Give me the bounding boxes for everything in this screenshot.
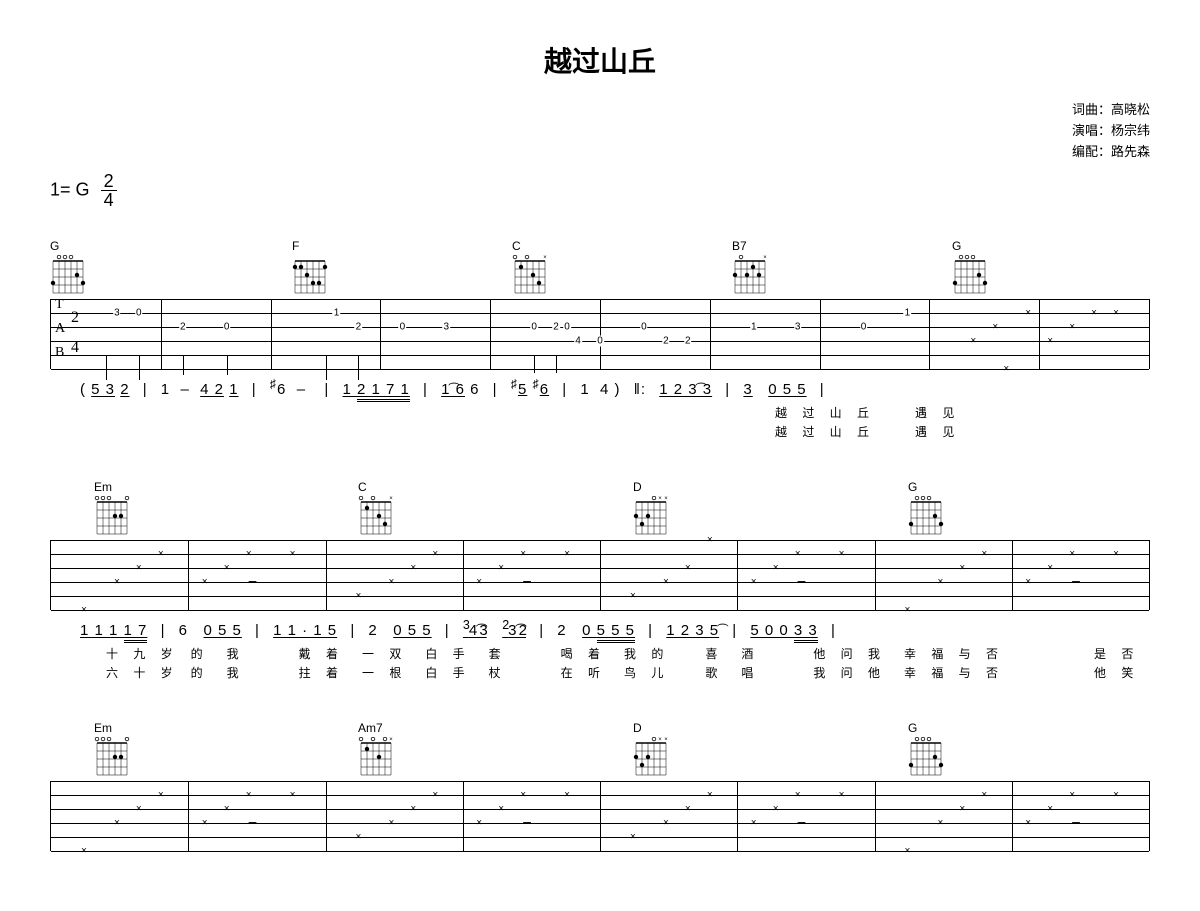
chord-Am7: Am7× [358,721,394,779]
jianpu-row: ( 5 3 2 | 1 – 4 2 1 | ♯6 – | 1 2 1 7 1 |… [50,377,1150,398]
svg-text:×: × [664,496,668,502]
chord-C: C× [358,480,394,538]
chord-D: D×× [633,480,669,538]
chord-F: F [292,239,328,297]
lyric-row-1: 越 过 山 丘遇 见 [50,423,1150,440]
chord-G: G [908,480,944,538]
chord-B7: B7× [732,239,768,297]
svg-text:×: × [763,255,767,261]
system-1: Em C× D×× G×××××××××××××××××××××××××××××… [50,480,1150,681]
chord-G: G [952,239,988,297]
lyric-row-1: 六 十 岁的 我 拄 着 一 根 白 手 杖 在 听 鸟 儿 歌 唱 我 问 他… [50,664,1150,681]
chord-Em: Em [94,480,130,538]
chord-G: G [908,721,944,779]
jianpu-row: 1 1 1 1 7 | 6 0 5 5 | 1 1 · 1 5 | 2 0 5 … [50,618,1150,639]
singer: 演唱：杨宗纬 [50,121,1150,142]
svg-text:×: × [664,737,668,743]
svg-text:×: × [543,255,547,261]
tab-staff: TAB2430201203020400221301×××××××× [50,299,1150,369]
chord-D: D×× [633,721,669,779]
system-0: G F C× B7× GTAB2430201203020400221301×××… [50,239,1150,440]
song-title: 越过山丘 [50,40,1150,80]
chord-G: G [50,239,86,297]
chord-C: C× [512,239,548,297]
svg-text:×: × [389,737,393,743]
chord-Em: Em [94,721,130,779]
lyric-row-0: 十 九 岁的 我 戴 着 一 双 白 手 套 喝 着 我 的 喜 酒 他 问 我… [50,645,1150,662]
credits: 词曲：高晓松 演唱：杨宗纬 编配：路先森 [50,100,1150,162]
lyricist: 词曲：高晓松 [50,100,1150,121]
tab-staff: ××××××××××××××××××××××××××××××××–––– [50,781,1150,851]
arranger: 编配：路先森 [50,142,1150,163]
svg-text:×: × [658,737,662,743]
svg-text:×: × [389,496,393,502]
key-signature: 1= G 24 [50,172,1150,209]
tab-staff: ××××××××××××××××××××××××××××××××–––– [50,540,1150,610]
svg-text:×: × [658,496,662,502]
lyric-row-0: 越 过 山 丘遇 见 [50,404,1150,421]
